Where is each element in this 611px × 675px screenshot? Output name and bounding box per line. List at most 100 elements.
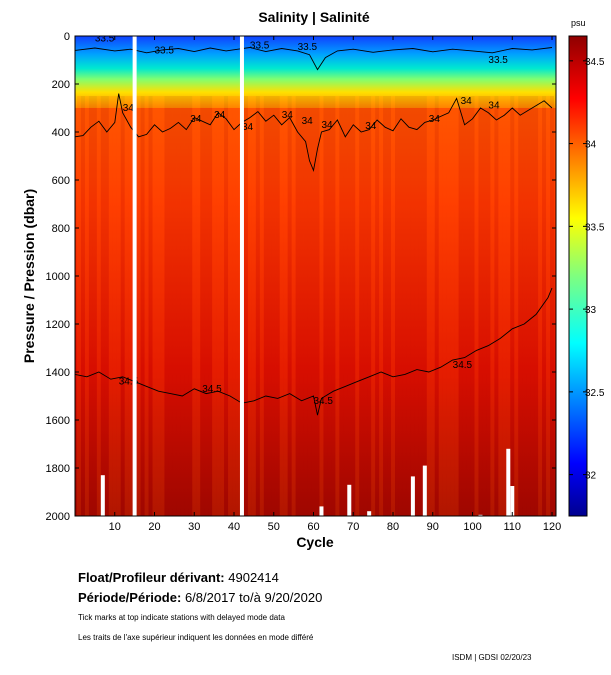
y-tick-label: 1000 (46, 271, 70, 283)
profile-streak (367, 96, 372, 516)
bottom-data-gap (100, 475, 105, 516)
profile-streak (383, 96, 388, 516)
note-en: Tick marks at top indicate stations with… (78, 613, 285, 622)
contour-label: 33.5 (95, 33, 115, 44)
profile-streak (466, 96, 471, 516)
profile-streak (271, 96, 276, 516)
profile-streak (319, 96, 324, 516)
y-tick-label: 1400 (46, 367, 70, 379)
profile-streak (76, 96, 81, 516)
profile-streak (212, 96, 217, 516)
profile-streak (307, 96, 312, 516)
profile-streak (196, 96, 201, 516)
profile-streak (458, 96, 463, 516)
profile-streak (228, 96, 233, 516)
colorbar (568, 35, 588, 517)
profile-streak (247, 96, 252, 516)
profile-streak (192, 96, 197, 516)
profile-streak (486, 96, 491, 516)
y-tick-label: 2000 (46, 511, 70, 523)
profile-streak (220, 96, 225, 516)
profile-streak (295, 96, 300, 516)
profile-streak (232, 96, 236, 516)
contour-label: 34.5 (314, 396, 334, 407)
profile-streak (454, 96, 459, 516)
y-tick-label: 1200 (46, 319, 70, 331)
bottom-data-gap (410, 476, 415, 516)
profile-streak (259, 96, 264, 516)
y-tick-label: 0 (64, 31, 70, 43)
contour-label: 34 (461, 96, 473, 107)
profile-streak (112, 96, 117, 516)
contour-label: 33.5 (155, 45, 175, 56)
profile-streak (108, 96, 113, 516)
profile-streak (402, 96, 407, 516)
contour-label: 34 (302, 116, 314, 127)
x-axis: 10 20 30 40 50 60 70 80 90 100 110 120 (109, 36, 561, 533)
profile-streak (156, 96, 161, 516)
contour-label: 34 (282, 110, 294, 121)
x-tick-label: 100 (463, 521, 481, 533)
x-tick-label: 120 (543, 521, 561, 533)
contour-line (75, 93, 553, 172)
x-tick-label: 70 (347, 521, 359, 533)
profile-streak (430, 96, 435, 516)
colorbar-unit: psu (571, 18, 586, 28)
contour-label: 34.5 (453, 360, 473, 371)
profile-streak (160, 96, 165, 516)
float-label: Float/Profileur dérivant: (78, 570, 225, 585)
contour-line (75, 47, 553, 71)
colorbar-tick-label: 34 (585, 140, 597, 151)
profile-streak (498, 96, 503, 516)
colorbar-tick-label: 34.5 (585, 57, 605, 68)
x-tick-label: 20 (148, 521, 160, 533)
profile-streak (359, 96, 364, 516)
profile-streak (208, 96, 213, 516)
profile-streak (200, 96, 205, 516)
profile-streak (88, 96, 93, 516)
profile-streak (235, 96, 240, 516)
profile-streak (275, 96, 280, 516)
y-axis: 0 200 400 600 800 1000 1200 1400 1600 1800 2000 (46, 31, 556, 523)
profile-streak (343, 96, 348, 516)
profile-streak (534, 96, 539, 516)
profile-streak (379, 96, 384, 516)
profile-streak (140, 96, 145, 516)
y-tick-label: 1800 (46, 463, 70, 475)
profile-streak (184, 96, 189, 516)
profile-streak (327, 96, 332, 516)
profile-streak (391, 96, 396, 516)
profile-streak (251, 96, 256, 516)
x-tick-label: 80 (387, 521, 399, 533)
x-tick-label: 40 (228, 521, 240, 533)
profile-streak (144, 96, 149, 516)
profile-streak (522, 96, 527, 516)
profile-streak (410, 96, 415, 516)
profile-streak (188, 96, 193, 516)
profile-streak (371, 96, 376, 516)
bottom-data-gap (319, 506, 324, 516)
profile-streak (323, 96, 328, 516)
period-start: 6/8/2017 (184, 590, 236, 605)
contour-label: 34 (190, 114, 202, 125)
profile-streak (542, 96, 547, 516)
profile-streak (518, 96, 523, 516)
plot-area: 33.5 33.5 33.5 33.5 33.5 34 34 34 34 34 34 34 34 34 34… (75, 33, 556, 516)
missing-cycle-gap (132, 36, 137, 516)
profile-streak (216, 96, 221, 516)
credit-text: ISDM | GDSI (452, 653, 499, 662)
profile-streak (96, 96, 101, 516)
profile-streak (550, 96, 555, 516)
chart-title: Salinity | Salinité (258, 9, 369, 25)
profile-streak (462, 96, 467, 516)
profile-streak (299, 96, 304, 516)
profile-streak (180, 96, 185, 516)
profile-streak (406, 96, 411, 516)
profile-streak (291, 96, 296, 516)
profile-streak (100, 96, 105, 516)
profile-streak (363, 96, 368, 516)
salinity-field-deep (75, 36, 556, 516)
period-to: to/à (239, 590, 261, 605)
profile-streak (124, 96, 129, 516)
contour-label: 34 (321, 120, 333, 131)
